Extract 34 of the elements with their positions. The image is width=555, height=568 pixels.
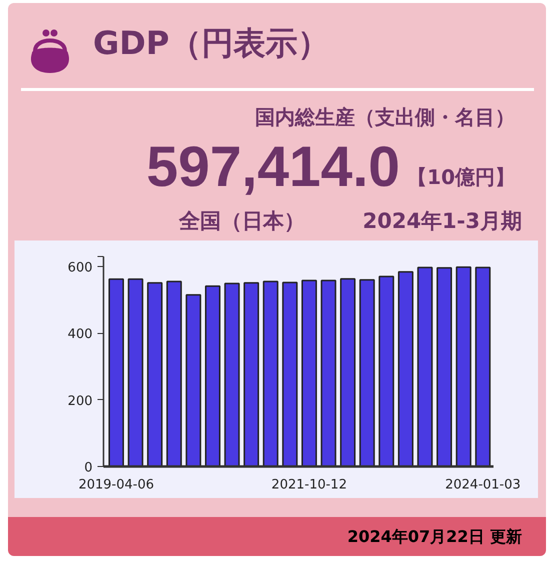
x-tick-label: 2021-10-12 bbox=[271, 478, 347, 492]
text: 全国（日本） bbox=[179, 208, 305, 235]
bar bbox=[436, 267, 452, 466]
bar bbox=[320, 280, 336, 466]
bar bbox=[301, 280, 317, 466]
bar bbox=[378, 276, 394, 466]
chart-title: GDP（円表示） bbox=[93, 23, 330, 63]
y-tick-label: 600 bbox=[68, 260, 93, 276]
x-tick-label: 2019-04-06 bbox=[78, 478, 154, 492]
y-tick-label: 400 bbox=[68, 327, 93, 342]
bar bbox=[128, 278, 144, 466]
bar bbox=[108, 278, 124, 466]
text: 597,414.0 bbox=[146, 135, 400, 199]
text: 2024年1-3月期 bbox=[362, 208, 522, 235]
x-tick-label: 2024-01-03 bbox=[445, 478, 521, 492]
bar bbox=[186, 294, 202, 466]
bar bbox=[398, 271, 414, 466]
text: 2024年07月22日 更新 bbox=[347, 526, 522, 548]
bar bbox=[417, 266, 433, 466]
text: 【10億円】 bbox=[407, 164, 515, 190]
bar bbox=[262, 280, 278, 466]
bar bbox=[147, 282, 163, 466]
bar bbox=[359, 279, 375, 466]
bar bbox=[340, 278, 356, 466]
bar bbox=[456, 266, 472, 466]
chart-subtitle: 国内総生産（支出側・名目） bbox=[255, 104, 515, 130]
bar bbox=[166, 280, 182, 466]
bar bbox=[204, 285, 220, 466]
bar bbox=[244, 282, 260, 466]
y-tick-label: 200 bbox=[68, 394, 93, 409]
bar bbox=[224, 282, 240, 466]
y-tick-label: 0 bbox=[84, 460, 93, 476]
bar bbox=[282, 282, 298, 466]
bar bbox=[475, 266, 491, 466]
